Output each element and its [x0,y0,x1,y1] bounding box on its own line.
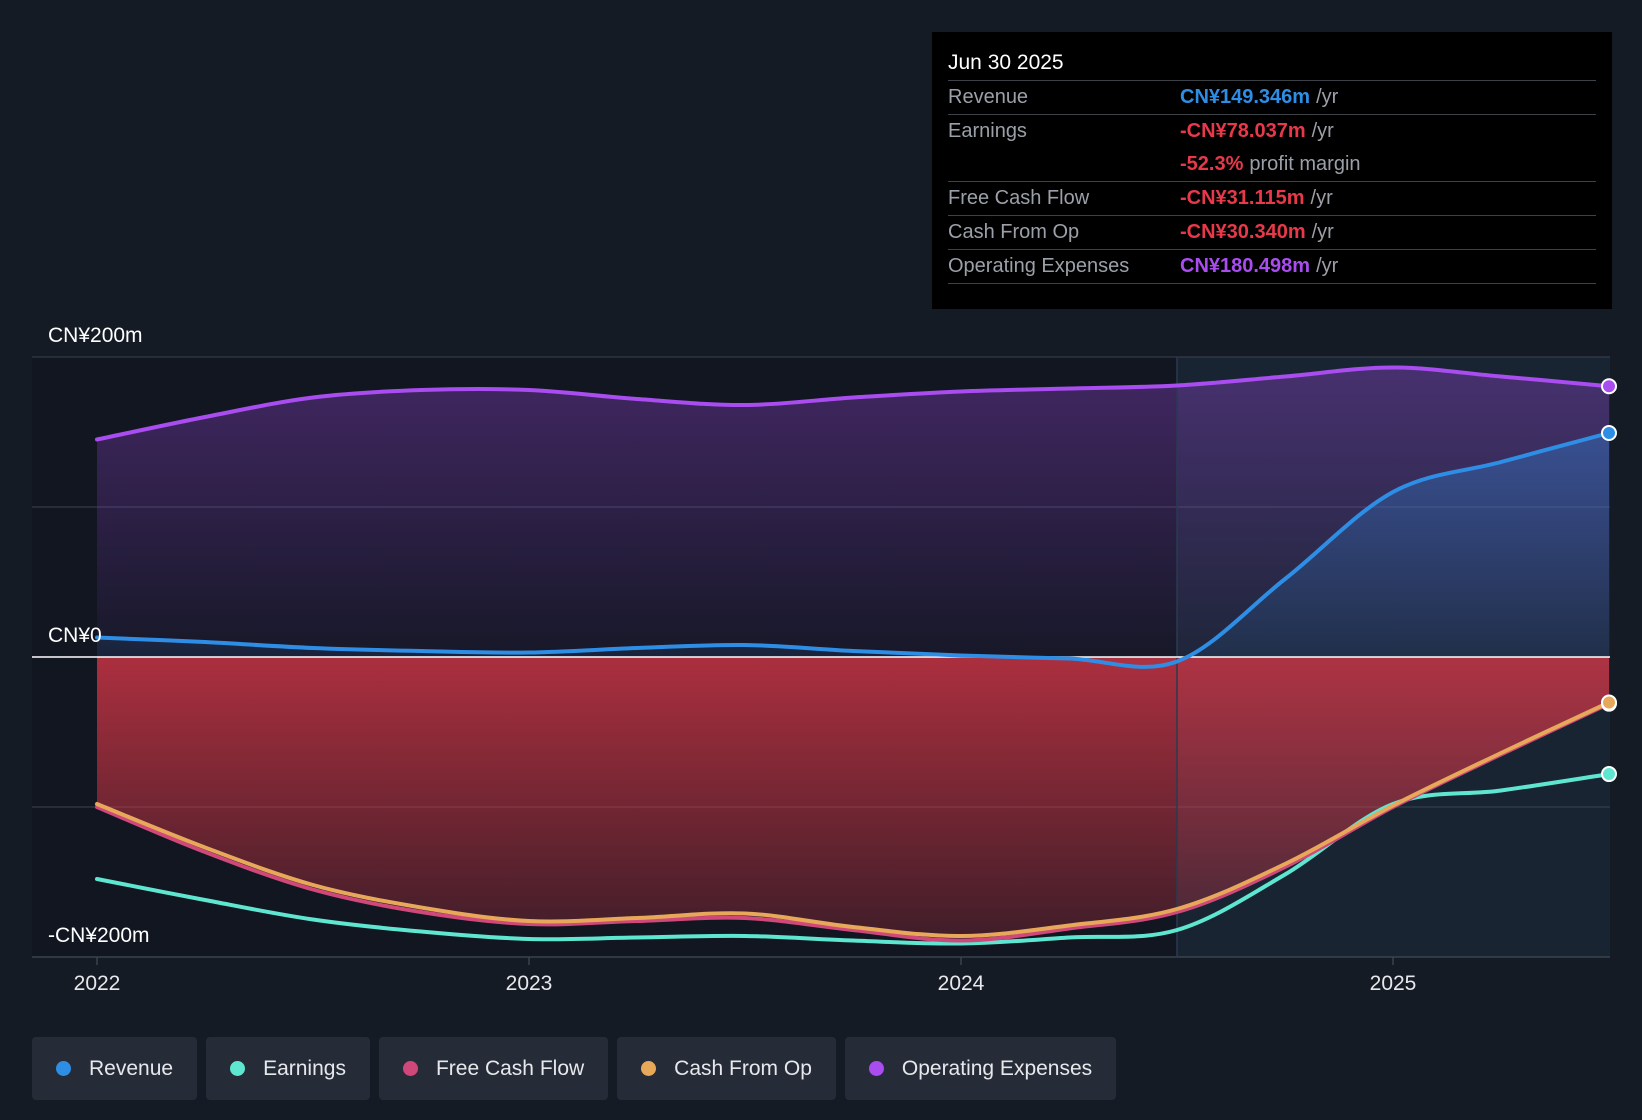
legend-label: Revenue [89,1056,174,1080]
legend: Revenue Earnings Free Cash Flow Cash Fro… [32,1037,1117,1100]
operating-expenses-end-point [1601,378,1617,395]
tooltip-date: Jun 30 2025 [948,51,1064,74]
series-lines [95,365,1611,946]
tooltip-divider [948,283,1596,284]
tooltip: Jun 30 2025 Revenue CN¥149.346m /yr Earn… [932,32,1612,309]
legend-item-earnings[interactable]: Earnings [206,1037,370,1100]
tooltip-value: CN¥149.346m [1180,86,1311,108]
tooltip-value: -52.3% [1180,153,1244,175]
revenue-end-point [1601,424,1617,441]
tooltip-row-profit-margin: -52.3% profit margin [948,148,1596,181]
tooltip-value: -CN¥78.037m [1180,120,1306,142]
cash-from-op-area [97,657,1609,937]
operating-expenses-line [95,365,1611,442]
y-tick-label: -CN¥200m [48,924,150,947]
tooltip-row-revenue: Revenue CN¥149.346m /yr [948,80,1596,114]
tooltip-label: Cash From Op [948,221,1080,243]
y-tick-label: CN¥200m [48,324,143,347]
operating-expenses-dot-icon [868,1061,884,1076]
x-tick-label: 2024 [938,972,985,995]
tooltip-value: -CN¥31.115m [1180,187,1305,209]
tooltip-unit: /yr [1316,255,1339,277]
series-areas [97,367,1609,937]
cash-from-op-end-point [1601,694,1617,711]
tooltip-unit: profit margin [1249,153,1361,175]
x-tick-label: 2025 [1370,972,1417,995]
cash-from-op-dot-icon [641,1061,657,1076]
revenue-line [95,431,1611,669]
tooltip-label: Earnings [948,120,1027,142]
legend-label: Cash From Op [674,1056,812,1080]
legend-item-free-cash-flow[interactable]: Free Cash Flow [378,1037,609,1100]
tooltip-unit: /yr [1311,221,1334,243]
tooltip-unit: /yr [1316,86,1339,108]
tooltip-value: -CN¥30.340m [1180,221,1306,243]
revenue-area [97,433,1609,667]
tooltip-unit: /yr [1310,187,1333,209]
tooltip-row-cash-from-op: Cash From Op -CN¥30.340m /yr [948,215,1596,249]
tooltip-row-earnings: Earnings -CN¥78.037m /yr [948,114,1596,148]
free-cash-flow-dot-icon [402,1061,418,1076]
tooltip-value: CN¥180.498m [1180,255,1311,277]
tooltip-row-operating-expenses: Operating Expenses CN¥180.498m /yr [948,249,1596,283]
earnings-end-point [1601,766,1617,783]
x-tick-label: 2023 [506,972,553,995]
tooltip-label: Operating Expenses [948,255,1130,277]
x-tick-label: 2022 [74,972,121,995]
tooltip-row-free-cash-flow: Free Cash Flow -CN¥31.115m /yr [948,181,1596,215]
legend-item-revenue[interactable]: Revenue [32,1037,198,1100]
legend-label: Earnings [263,1056,346,1080]
legend-label: Operating Expenses [901,1056,1093,1080]
earnings-dot-icon [230,1061,246,1076]
cash-from-op-line [95,700,1611,939]
end-markers [1601,378,1617,783]
tooltip-label: Free Cash Flow [948,187,1090,209]
operating-expenses-area [97,367,1609,657]
tooltip-label: Revenue [948,86,1029,108]
y-axis: CN¥200m CN¥0 -CN¥200m [48,324,150,947]
revenue-dot-icon [56,1061,71,1076]
tooltip-unit: /yr [1311,120,1334,142]
y-tick-label: CN¥0 [48,624,102,647]
legend-label: Free Cash Flow [435,1056,585,1080]
legend-item-operating-expenses[interactable]: Operating Expenses [844,1037,1117,1100]
legend-item-cash-from-op[interactable]: Cash From Op [617,1037,836,1100]
x-axis: 2022 2023 2024 2025 [74,957,1417,995]
